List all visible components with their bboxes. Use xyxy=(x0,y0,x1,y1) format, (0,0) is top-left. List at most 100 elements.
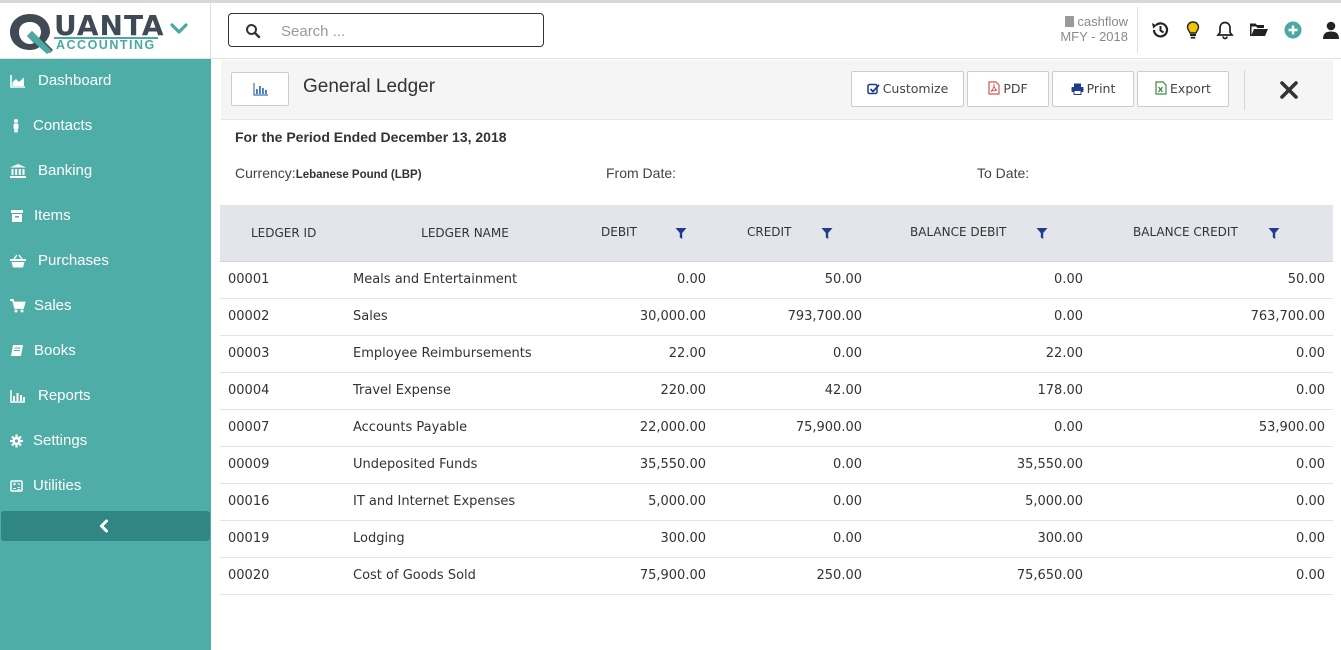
ledger-table-body: 00001 Meals and Entertainment 0.00 50.00 0.0… xyxy=(220,261,1333,595)
chevron-left-icon xyxy=(100,519,108,533)
credit-cell: 250.00 xyxy=(714,557,870,595)
ledger-id-cell: 00020 xyxy=(220,557,345,595)
sidebar-item-reports[interactable]: Reports xyxy=(0,375,211,417)
sidebar-item-banking[interactable]: Banking xyxy=(0,150,211,192)
table-row[interactable]: 00002 Sales 30,000.00 793,700.00 0.00 763,700… xyxy=(220,298,1333,336)
building-icon xyxy=(1065,16,1075,27)
cart-icon xyxy=(10,299,26,313)
logo[interactable]: UANTA ACCOUNTING xyxy=(6,9,164,55)
sidebar-item-utilities[interactable]: Utilities xyxy=(0,465,211,507)
customize-button[interactable]: Customize xyxy=(851,71,964,107)
logo-area: UANTA ACCOUNTING xyxy=(0,3,211,59)
debit-cell: 22,000.00 xyxy=(555,409,714,447)
history-icon[interactable] xyxy=(1150,20,1170,40)
logo-underline xyxy=(54,37,158,39)
sidebar-item-label: Books xyxy=(34,342,76,359)
table-row[interactable]: 00007 Accounts Payable 22,000.00 75,900.00 0… xyxy=(220,409,1333,447)
table-row[interactable]: 00016 IT and Internet Expenses 5,000.00 0.0… xyxy=(220,483,1333,521)
column-header-ledger-id[interactable]: LEDGER ID xyxy=(220,205,345,262)
filter-icon[interactable] xyxy=(1268,227,1280,240)
table-row[interactable]: 00004 Travel Expense 220.00 42.00 178.00 0.00 xyxy=(220,372,1333,410)
balance-debit-cell: 0.00 xyxy=(870,261,1091,299)
from-date-label: From Date: xyxy=(606,165,677,181)
sidebar-collapse-button[interactable] xyxy=(1,511,210,541)
table-header-row: LEDGER ID LEDGER NAME DEBIT CREDIT BALAN… xyxy=(220,205,1333,262)
credit-cell: 793,700.00 xyxy=(714,298,870,336)
filter-icon[interactable] xyxy=(675,227,687,240)
column-header-balance-credit[interactable]: BALANCE CREDIT xyxy=(1091,205,1333,262)
gear-icon xyxy=(10,434,23,448)
sidebar-item-settings[interactable]: Settings xyxy=(0,420,211,462)
bell-icon[interactable] xyxy=(1215,20,1235,40)
sidebar-item-sales[interactable]: Sales xyxy=(0,285,211,327)
export-label: Export xyxy=(1170,81,1211,96)
sidebar-item-label: Reports xyxy=(38,387,91,404)
search-icon[interactable] xyxy=(245,23,261,39)
table-row[interactable]: 00020 Cost of Goods Sold 75,900.00 250.00 75… xyxy=(220,557,1333,595)
sidebar: Dashboard Contacts Banking Items Purchas… xyxy=(0,59,211,650)
balance-debit-cell: 0.00 xyxy=(870,298,1091,336)
report-header: General Ledger Customize PDF Print Expor… xyxy=(221,60,1333,120)
filter-icon[interactable] xyxy=(1036,227,1048,240)
add-circle-icon[interactable] xyxy=(1283,20,1303,40)
sidebar-item-label: Utilities xyxy=(33,477,82,494)
ledger-id-cell: 00016 xyxy=(220,483,345,521)
calculator-icon xyxy=(10,480,23,492)
ledger-id-cell: 00009 xyxy=(220,446,345,484)
balance-debit-cell: 22.00 xyxy=(870,335,1091,373)
sidebar-item-items[interactable]: Items xyxy=(0,195,211,237)
balance-credit-cell: 0.00 xyxy=(1091,446,1333,484)
column-header-credit[interactable]: CREDIT xyxy=(714,205,870,262)
balance-debit-cell: 75,650.00 xyxy=(870,557,1091,595)
balance-credit-cell: 763,700.00 xyxy=(1091,298,1333,336)
credit-cell: 0.00 xyxy=(714,483,870,521)
column-header-balance-debit[interactable]: BALANCE DEBIT xyxy=(870,205,1091,262)
sidebar-item-dashboard[interactable]: Dashboard xyxy=(0,60,211,102)
search-input[interactable] xyxy=(281,20,531,42)
table-row[interactable]: 00001 Meals and Entertainment 0.00 50.00 0.0… xyxy=(220,261,1333,299)
ledger-name-cell: Travel Expense xyxy=(345,372,555,410)
column-header-ledger-name[interactable]: LEDGER NAME xyxy=(345,205,555,262)
currency-label: Currency: xyxy=(235,165,296,181)
chart-view-button[interactable] xyxy=(231,72,289,106)
sidebar-item-purchases[interactable]: Purchases xyxy=(0,240,211,282)
ledger-id-cell: 00007 xyxy=(220,409,345,447)
balance-credit-cell: 53,900.00 xyxy=(1091,409,1333,447)
company-info[interactable]: cashflow MFY - 2018 xyxy=(1040,14,1128,44)
folder-open-icon[interactable] xyxy=(1249,20,1269,40)
filter-icon[interactable] xyxy=(821,227,833,240)
balance-debit-cell: 0.00 xyxy=(870,409,1091,447)
pdf-file-icon xyxy=(988,81,1000,95)
user-icon[interactable] xyxy=(1321,20,1341,40)
chevron-down-icon[interactable] xyxy=(170,20,188,38)
currency-info: Currency:Lebanese Pound (LBP) xyxy=(235,165,422,181)
table-row[interactable]: 00003 Employee Reimbursements 22.00 0.00 22.… xyxy=(220,335,1333,373)
archive-icon xyxy=(11,210,23,222)
close-icon[interactable] xyxy=(1279,80,1299,100)
sidebar-item-books[interactable]: Books xyxy=(0,330,211,372)
print-label: Print xyxy=(1086,81,1116,96)
credit-cell: 50.00 xyxy=(714,261,870,299)
column-header-debit[interactable]: DEBIT xyxy=(555,205,714,262)
ledger-name-cell: Meals and Entertainment xyxy=(345,261,555,299)
to-date-label: To Date: xyxy=(977,165,1030,181)
bank-icon xyxy=(10,164,26,178)
lightbulb-icon[interactable] xyxy=(1183,20,1203,40)
ledger-name-cell: Employee Reimbursements xyxy=(345,335,555,373)
ledger-id-cell: 00019 xyxy=(220,520,345,558)
balance-credit-cell: 0.00 xyxy=(1091,335,1333,373)
pdf-button[interactable]: PDF xyxy=(967,71,1049,107)
table-row[interactable]: 00019 Lodging 300.00 0.00 300.00 0.00 xyxy=(220,520,1333,558)
balance-credit-cell: 0.00 xyxy=(1091,557,1333,595)
table-row[interactable]: 00009 Undeposited Funds 35,550.00 0.00 35,55… xyxy=(220,446,1333,484)
sidebar-item-contacts[interactable]: Contacts xyxy=(0,105,211,147)
logo-subtitle: ACCOUNTING xyxy=(56,38,156,52)
export-button[interactable]: Export xyxy=(1137,71,1229,107)
balance-credit-cell: 0.00 xyxy=(1091,520,1333,558)
logo-title: UANTA xyxy=(54,9,165,42)
topbar-divider xyxy=(1137,7,1138,53)
currency-value: Lebanese Pound (LBP) xyxy=(295,169,422,181)
print-button[interactable]: Print xyxy=(1052,71,1134,107)
debit-cell: 75,900.00 xyxy=(555,557,714,595)
ledger-id-cell: 00002 xyxy=(220,298,345,336)
